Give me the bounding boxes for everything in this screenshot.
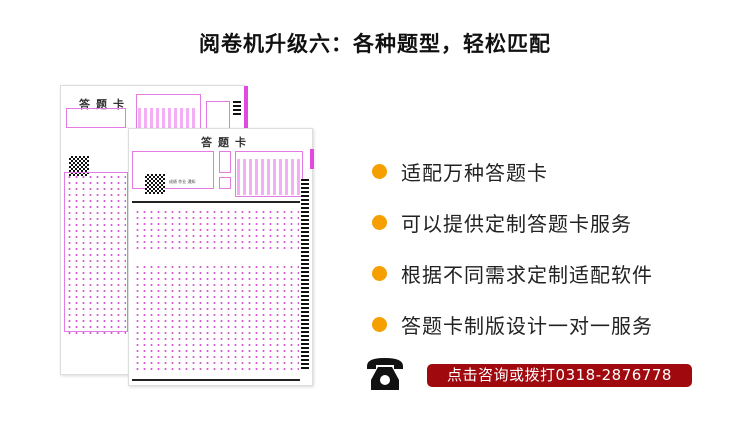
qr-code — [69, 156, 89, 176]
bullet-icon — [372, 164, 387, 179]
feature-item: 可以提供定制答题卡服务 — [372, 197, 653, 248]
contact-button[interactable]: 点击咨询或拨打0318-2876778 — [427, 364, 692, 387]
bullet-icon — [372, 215, 387, 230]
page-title: 阅卷机升级六：各种题型，轻松匹配 — [199, 32, 551, 56]
answer-sheet-front: 答题卡 成绩 作业 通知 — [128, 128, 314, 386]
feature-item: 适配万种答题卡 — [372, 146, 653, 197]
feature-item: 根据不同需求定制适配软件 — [372, 248, 653, 299]
bullet-icon — [372, 317, 387, 332]
telephone-icon — [367, 358, 403, 390]
sheet-heading: 答题卡 — [201, 136, 252, 149]
sheet-heading: 答题卡 — [79, 98, 130, 111]
feature-list: 适配万种答题卡 可以提供定制答题卡服务 根据不同需求定制适配软件 答题卡制版设计… — [372, 146, 653, 350]
feature-item: 答题卡制版设计一对一服务 — [372, 299, 653, 350]
bullet-icon — [372, 266, 387, 281]
qr-code — [145, 174, 165, 194]
